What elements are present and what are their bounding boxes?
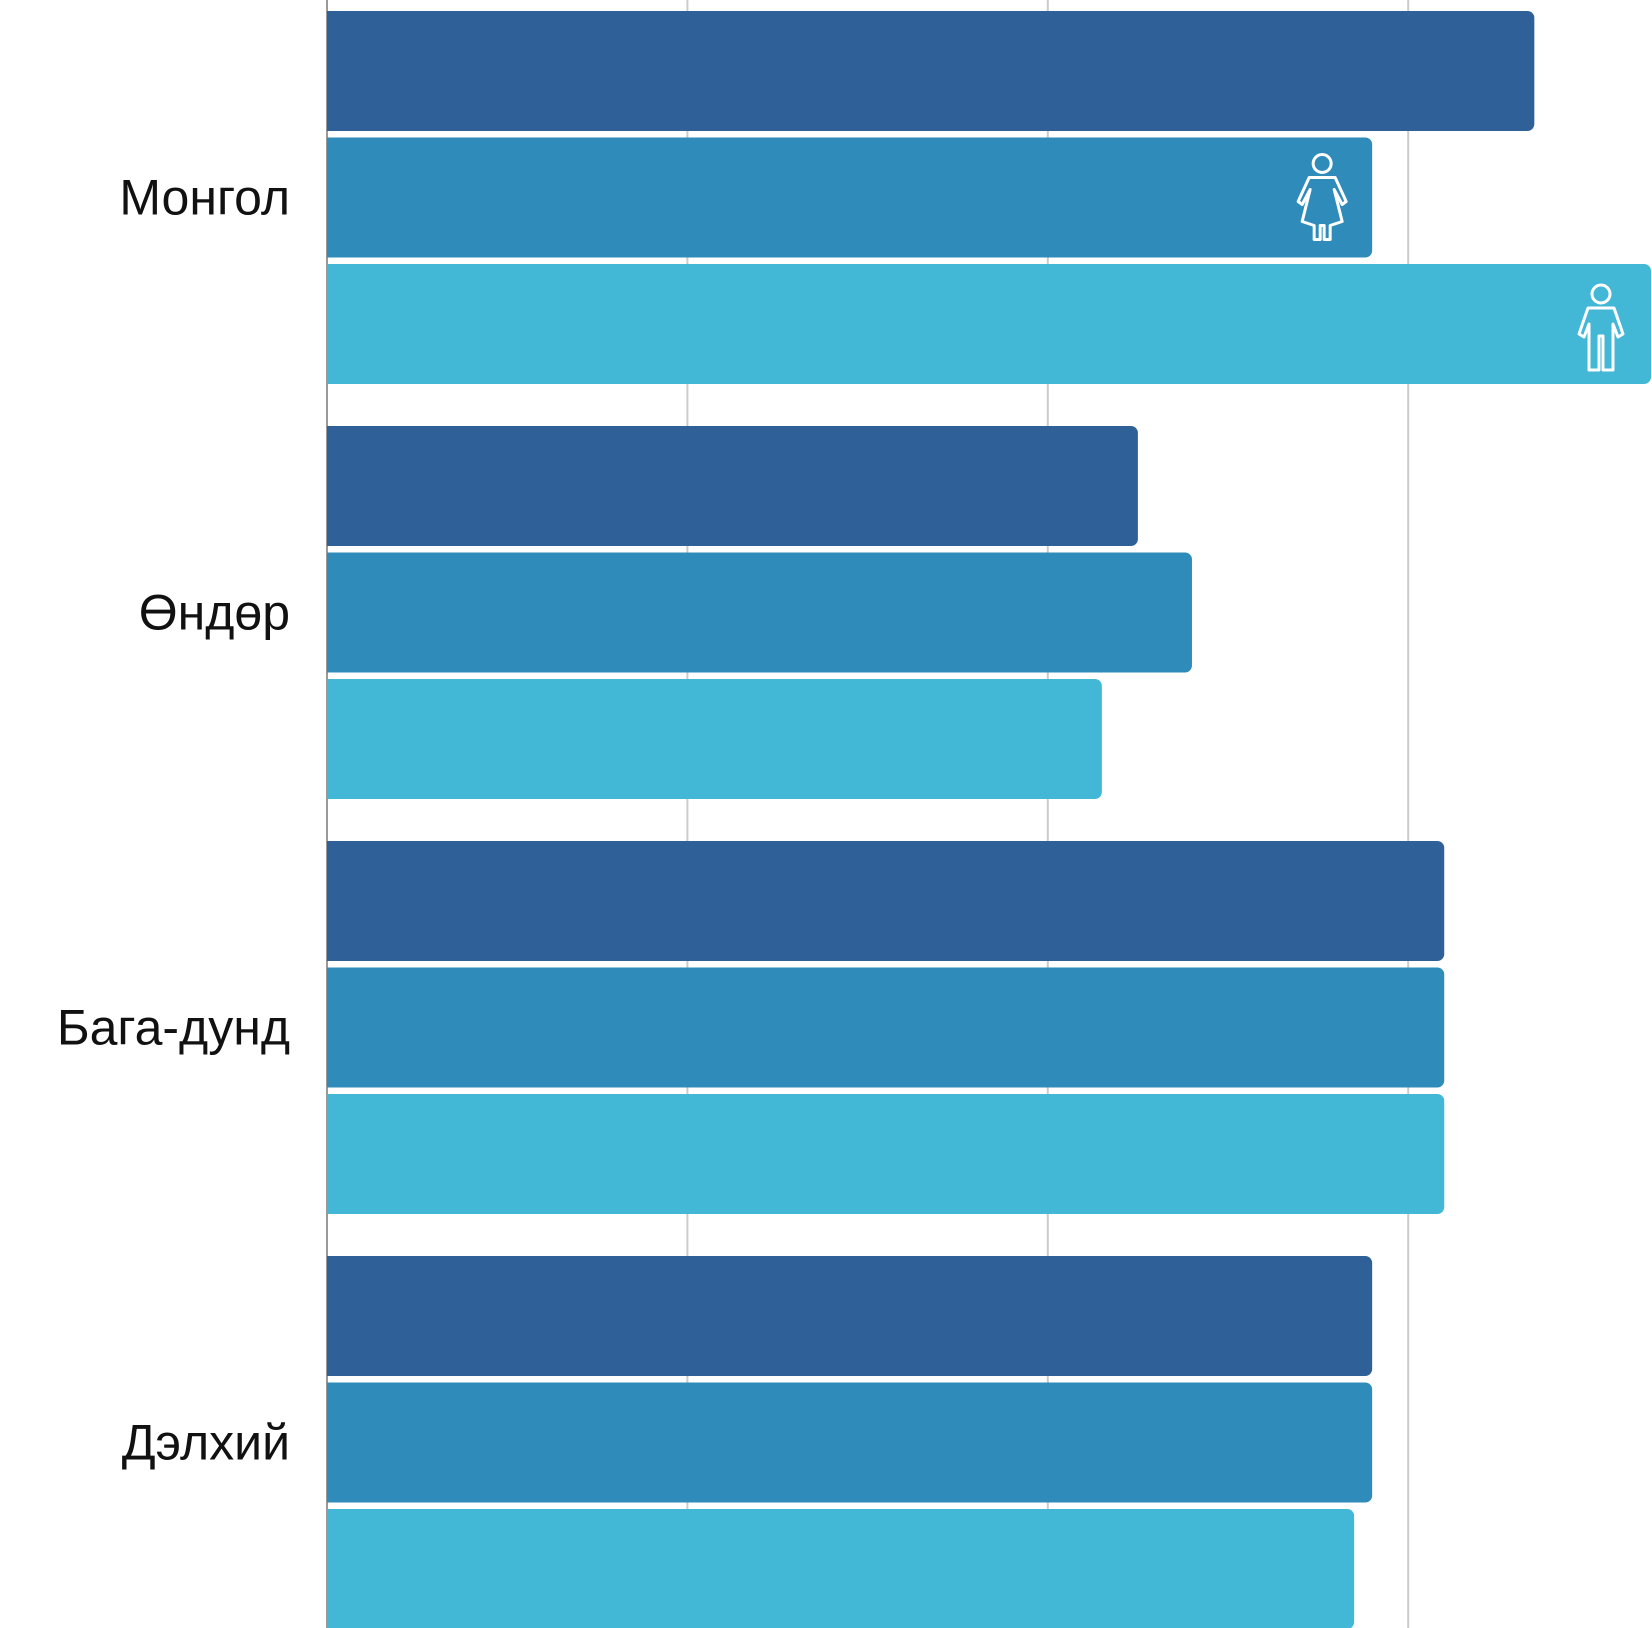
female-icon (1296, 153, 1348, 241)
bar (327, 264, 1651, 384)
bar (327, 1256, 1373, 1376)
bar-left-edge (327, 1256, 337, 1376)
bar (327, 137, 1373, 258)
bar-left-edge (327, 1382, 337, 1503)
category-label: Бага-дунд (57, 1000, 290, 1056)
male-icon-head (1590, 283, 1612, 305)
bar-left-edge (327, 426, 337, 546)
bar (327, 1509, 1355, 1628)
bars (327, 11, 1651, 1628)
bar-left-edge (327, 967, 337, 1088)
female-icon-body (1296, 176, 1348, 241)
bar (327, 967, 1445, 1088)
bar-left-edge (327, 264, 337, 384)
bar (327, 426, 1138, 546)
bar (327, 1382, 1373, 1503)
male-icon-body (1577, 306, 1625, 372)
bar-left-edge (327, 841, 337, 961)
male-icon (1577, 283, 1625, 372)
bar-left-edge (327, 679, 337, 799)
bar-left-edge (327, 11, 337, 131)
bar (327, 679, 1102, 799)
bar (327, 552, 1192, 673)
bar-left-edge (327, 1509, 337, 1628)
female-icon-head (1311, 153, 1333, 174)
bar (327, 11, 1535, 131)
category-label: Монгол (119, 170, 290, 226)
category-label: Дэлхий (122, 1415, 290, 1471)
category-label: Өндөр (139, 585, 290, 641)
bar-left-edge (327, 137, 337, 258)
category-labels: Монгол Өндөр Бага-дунд Дэлхий (57, 170, 290, 1471)
bar-left-edge (327, 1094, 337, 1214)
bar (327, 841, 1445, 961)
bar-left-edge (327, 552, 337, 673)
bar (327, 1094, 1445, 1214)
